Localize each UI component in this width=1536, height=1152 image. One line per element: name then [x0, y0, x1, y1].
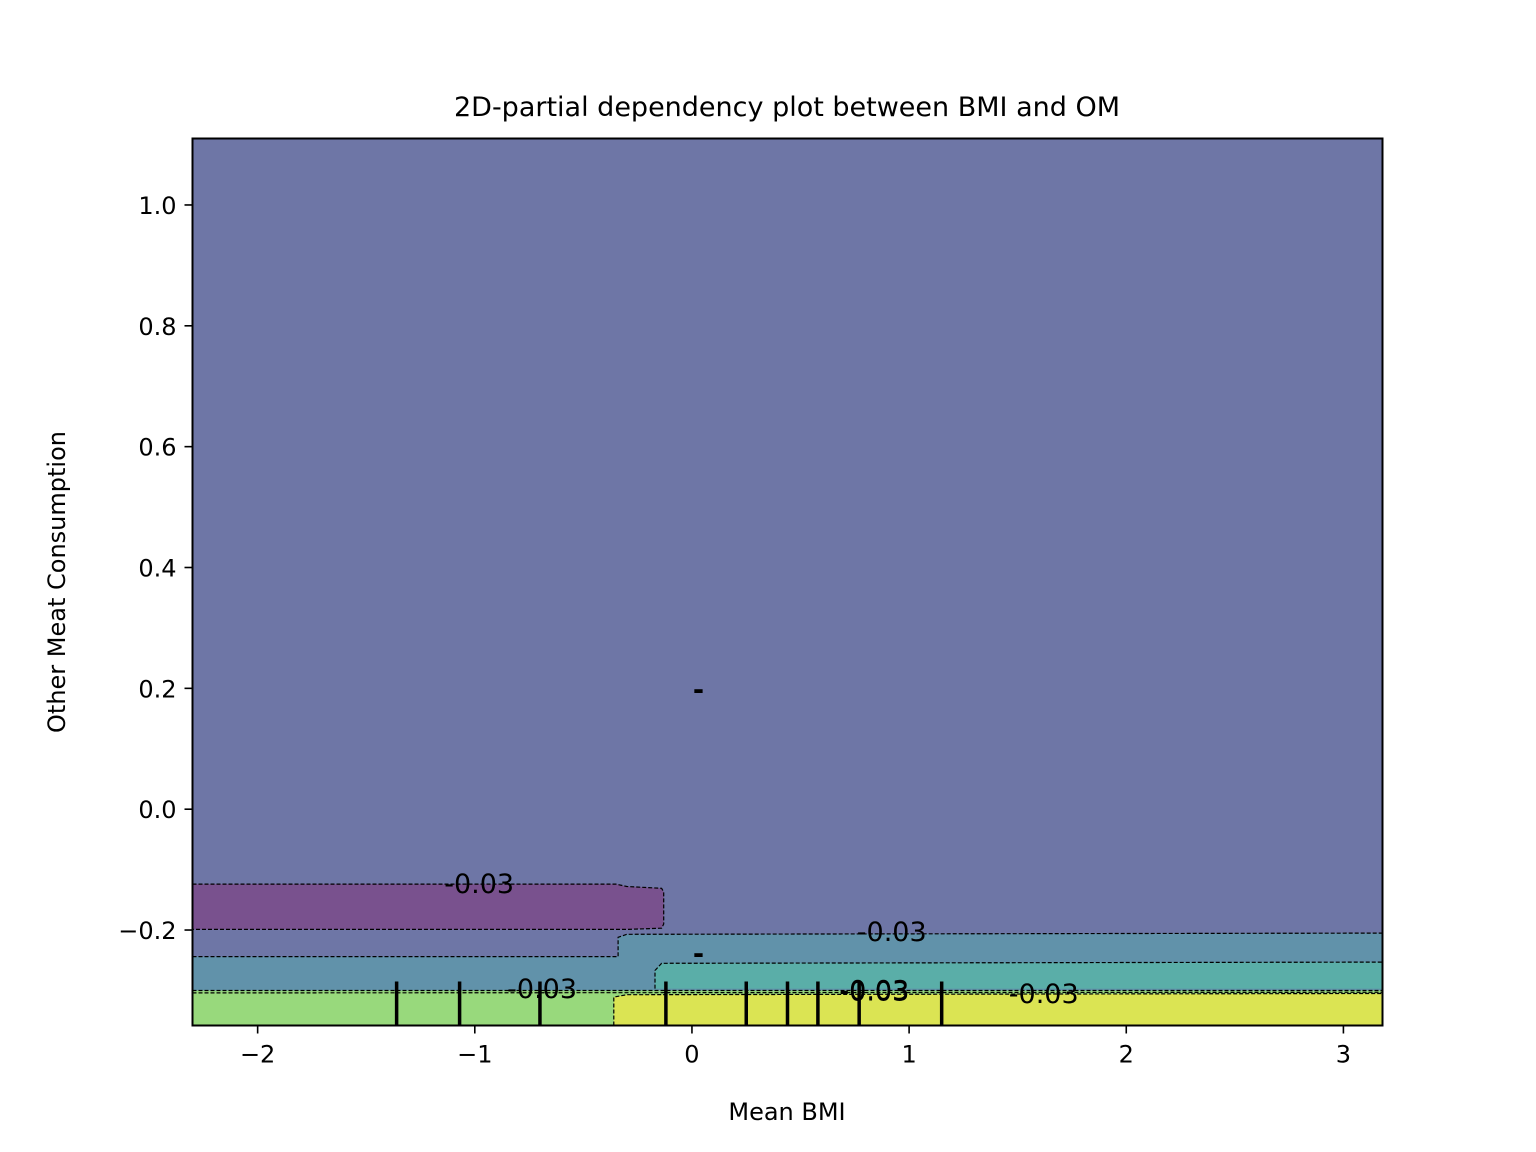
contour-line — [192, 883, 665, 931]
rug-ticks — [394, 981, 944, 1026]
plot-frame — [191, 137, 1384, 1027]
y-tick-label: 0.6 — [138, 434, 176, 462]
y-tick-label: 1.0 — [138, 192, 176, 220]
x-tick-label: 1 — [901, 1041, 916, 1069]
contour-label: - — [693, 675, 704, 706]
contour-label: -0.03 — [857, 917, 927, 948]
contour-line — [654, 961, 1383, 989]
contour-regions — [192, 138, 1383, 1026]
contour-labels: -0.03-0.03-0.03 -0.03-0.03 -0.03-- — [444, 675, 1078, 1010]
contour-label: -0.03 — [507, 974, 577, 1005]
x-tick-label: 0 — [684, 1041, 699, 1069]
y-axis: 1.0 0.8 0.6 0.4 0.2 0.0 −0.2 — [118, 192, 193, 945]
x-tick-label: 2 — [1119, 1041, 1134, 1069]
contour-label: -0.03 — [839, 975, 909, 1006]
contour-label: -0.03 — [444, 869, 514, 900]
contour-line — [192, 932, 1383, 958]
contour-region-yellow-level — [613, 993, 1383, 1026]
x-axis-label: Mean BMI — [728, 1098, 845, 1126]
contour-region-background-level — [192, 138, 1383, 1026]
contour-label: -0.03 — [839, 977, 909, 1008]
plot-area: -0.03-0.03-0.03 -0.03-0.03 -0.03-- — [192, 138, 1383, 1026]
contour-label: - — [693, 939, 704, 970]
chart-title: 2D-partial dependency plot between BMI a… — [454, 92, 1120, 123]
y-tick-label: 0.8 — [138, 313, 176, 341]
y-tick-label: 0.0 — [138, 796, 176, 824]
y-tick-label: 0.2 — [138, 675, 176, 703]
contour-line — [613, 992, 1383, 1026]
y-axis-label: Other Meat Consumption — [43, 431, 71, 733]
contour-label: -0.03 — [1009, 979, 1079, 1010]
x-axis: −2 −1 0 1 2 3 — [240, 1025, 1351, 1069]
contour-region-dark-purple-level — [192, 884, 664, 930]
y-tick-label: 0.4 — [138, 554, 176, 582]
x-tick-label: 3 — [1336, 1041, 1351, 1069]
x-tick-label: −2 — [240, 1041, 275, 1069]
y-tick-label: −0.2 — [118, 917, 176, 945]
x-tick-label: −1 — [457, 1041, 492, 1069]
contour-region-teal-level — [655, 962, 1383, 989]
